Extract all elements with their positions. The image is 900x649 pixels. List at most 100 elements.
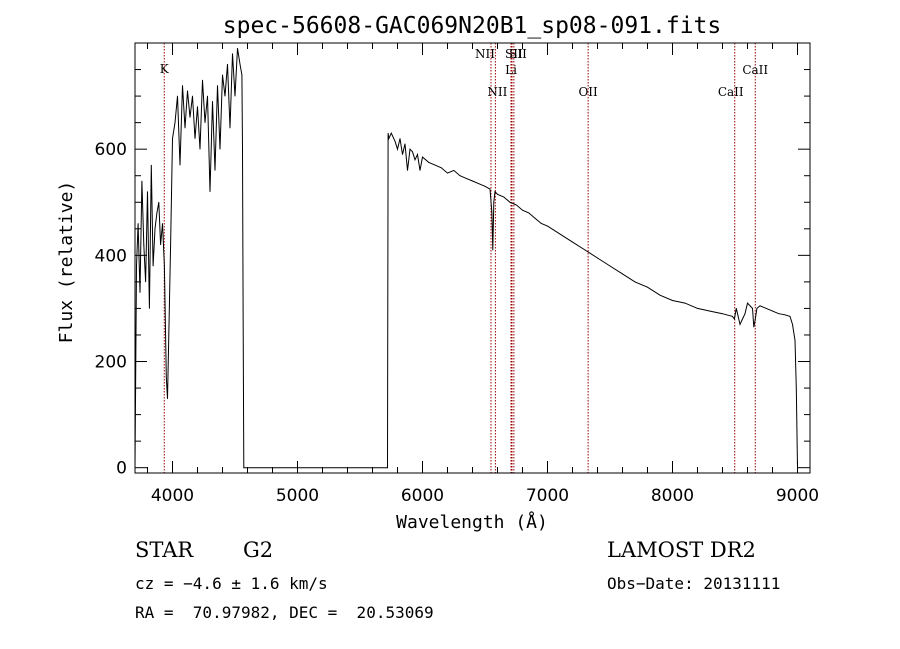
- spectrum-point: [765, 308, 767, 309]
- spectrum-point: [735, 308, 737, 309]
- spectrum-point: [754, 318, 756, 320]
- spectrum-point: [559, 233, 561, 235]
- spectrum-point: [428, 162, 430, 163]
- spectrum-point: [453, 170, 455, 171]
- spectrum-point: [733, 318, 735, 320]
- spectrum-point: [494, 191, 496, 193]
- spectrum-point: [158, 201, 160, 203]
- spectrum-point: [509, 201, 511, 203]
- spectrum-point: [478, 183, 480, 185]
- spectrum-point: [497, 193, 498, 195]
- spectrum-point: [219, 148, 221, 150]
- observation-date: Obs−Date: 20131111: [607, 574, 781, 593]
- spectrum-point: [243, 467, 245, 469]
- spectrum-point: [184, 127, 186, 129]
- x-axis: 4000 5000 6000 7000 8000 9000: [147, 43, 819, 506]
- spectrum-point: [227, 63, 228, 65]
- spectrum-point: [752, 308, 753, 309]
- object-subclass: G2: [243, 538, 274, 562]
- spectrum-point: [387, 467, 388, 469]
- spectrum-point: [584, 249, 586, 251]
- spectrum-point: [212, 100, 213, 102]
- spectrum-point: [412, 151, 413, 153]
- spectrum-point: [792, 323, 793, 325]
- spectrum-point: [493, 201, 495, 203]
- spectrum-point: [152, 265, 154, 267]
- spectrum-point: [472, 180, 473, 182]
- spectrum-point: [484, 185, 486, 187]
- x-tick-label: 9000: [776, 486, 819, 506]
- spectrum-point: [202, 79, 203, 81]
- spectrum-point: [419, 170, 421, 171]
- spectrum-point: [162, 223, 163, 224]
- spectrum-point: [434, 164, 436, 166]
- spectrum-point: [492, 249, 494, 251]
- spectrum-point: [172, 138, 173, 139]
- spectrum-point: [402, 154, 403, 155]
- spectrum-point: [137, 223, 139, 224]
- spectrum-point: [414, 159, 416, 161]
- spectrum-point: [732, 315, 733, 317]
- chart-title: spec-56608-GAC069N20B1_sp08-091.fits: [223, 13, 722, 39]
- spectrum-point: [789, 315, 791, 317]
- spectrum-point: [672, 300, 673, 301]
- spectrum-point: [417, 154, 418, 155]
- spectrum-point: [399, 138, 401, 139]
- spectrum-point: [163, 265, 165, 267]
- spectrum-point: [156, 212, 158, 214]
- spectrum-point: [148, 308, 150, 309]
- spectral-line-label: SII: [505, 47, 523, 61]
- x-tick-label: 6000: [401, 486, 444, 506]
- spectrum-point: [440, 167, 442, 169]
- spectrum-point: [204, 122, 206, 124]
- spectrum-point: [547, 225, 548, 227]
- spectrum-point: [177, 95, 178, 97]
- spectral-line-label: OII: [578, 85, 598, 99]
- plot-frame: [134, 42, 811, 474]
- spectrum-point: [772, 310, 773, 312]
- redshift-velocity: cz = −4.6 ± 1.6 km/s: [135, 574, 328, 593]
- spectrum-point: [160, 244, 162, 246]
- spectral-line-label: Li: [505, 63, 517, 77]
- spectrum-point: [189, 116, 191, 118]
- spectrum-point: [179, 164, 181, 166]
- spectrum-point: [168, 334, 170, 336]
- spectrum-point: [397, 148, 398, 150]
- spectrum-point: [404, 143, 406, 145]
- spectrum-point: [540, 223, 542, 224]
- spectrum-point: [150, 164, 152, 166]
- spectral-line-label: CaII: [718, 85, 744, 99]
- spectrum-point: [209, 191, 211, 193]
- spectrum-point: [192, 95, 193, 97]
- spectrum-point: [147, 191, 148, 193]
- spectrum-point: [759, 305, 761, 307]
- spectrum-point: [387, 132, 389, 134]
- spectrum-point: [709, 310, 711, 312]
- spectrum-point: [422, 156, 423, 158]
- spectrum-point: [242, 148, 243, 150]
- spectrum-point: [199, 148, 201, 150]
- spectrum-line: [134, 48, 798, 469]
- spectrum-point: [534, 217, 536, 219]
- coordinates: RA = 70.97982, DEC = 20.53069: [135, 603, 434, 622]
- spectrum-point: [409, 148, 411, 150]
- spectrum-point: [622, 273, 623, 275]
- spectrum-point: [167, 398, 168, 400]
- spectrum-point: [697, 308, 698, 309]
- spectrum-point: [756, 308, 758, 309]
- spectrum-point: [143, 244, 145, 246]
- spectrum-point: [229, 127, 231, 129]
- spectrum-point: [194, 138, 196, 139]
- spectrum-point: [503, 196, 505, 198]
- spectrum-point: [214, 170, 216, 171]
- spectrum-point: [239, 63, 241, 65]
- object-class: STAR: [135, 538, 194, 562]
- spectrum-point: [394, 140, 396, 142]
- spectrum-point: [795, 387, 797, 389]
- spectrum-point: [659, 294, 661, 296]
- spectrum-point: [217, 85, 218, 86]
- y-axis: 0 200 400 600: [95, 69, 810, 479]
- spectrum-point: [182, 85, 183, 86]
- spectrum-point: [739, 323, 741, 325]
